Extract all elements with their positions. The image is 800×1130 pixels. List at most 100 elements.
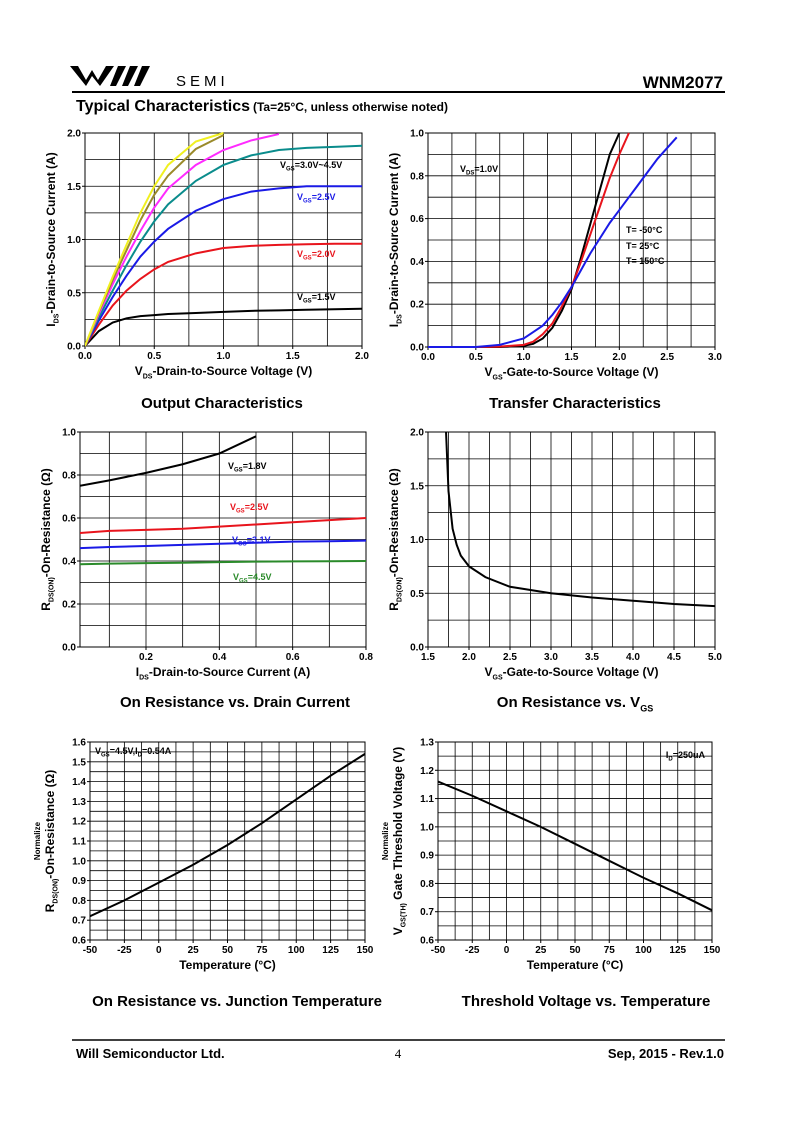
text-segment: -On-Resistance (Ω) (39, 468, 53, 577)
text-segment: =1.0V (474, 164, 498, 174)
x-tick-label: 125 (669, 945, 686, 956)
x-tick-label: 0.6 (286, 652, 300, 663)
x-tick-label: 2.0 (612, 352, 626, 363)
x-tick-label: 0.5 (147, 351, 161, 362)
y-axis-label: RDS(ON)-On-Resistance (Ω) (43, 770, 60, 913)
part-number: WNM2077 (643, 73, 723, 92)
text-segment: =2.0V (312, 249, 336, 259)
series-line (80, 517, 366, 535)
y-tick-label: 1.0 (410, 535, 424, 546)
series-label: VGS=3.0V~4.5V (280, 160, 342, 173)
x-tick-label: 100 (288, 945, 305, 956)
x-tick-label: 4.5 (667, 652, 681, 663)
logo-mark (110, 66, 126, 86)
x-tick-label: 25 (188, 945, 200, 956)
page-number: 4 (395, 1046, 402, 1061)
text-segment: Gate Threshold Voltage (V) (391, 747, 405, 903)
y-tick-label: 0.9 (72, 876, 86, 887)
y-tick-label: 1.2 (420, 766, 434, 777)
text-segment: -On-Resistance (Ω) (387, 468, 401, 577)
x-tick-label: 0 (156, 945, 162, 956)
subscript: DS(ON) (397, 577, 404, 602)
series-label: VGS=1.8V (228, 461, 266, 474)
series-line (438, 780, 712, 912)
chart-title: On Resistance vs. Junction Temperature (92, 993, 382, 1010)
series-line (445, 431, 715, 608)
x-tick-label: 2.0 (355, 351, 369, 362)
text-segment: I (136, 665, 139, 679)
x-axis-label: IDS-Drain-to-Source Current (A) (136, 665, 310, 682)
plot-frame (427, 132, 716, 348)
y-tick-label: 0.6 (420, 936, 434, 947)
y-axis-label: IDS-Drain-to-Source Current (A) (44, 152, 61, 326)
text-segment: -Drain-to-Source Current (A) (387, 153, 401, 314)
text-segment: -On-Resistance (Ω) (43, 770, 57, 879)
subscript: GS (236, 509, 245, 515)
subscript: GS (238, 542, 247, 548)
subscript: GS (303, 299, 312, 305)
text-segment: =1.5V (312, 292, 336, 302)
subscript: GS (303, 256, 312, 262)
y-tick-label: 0.0 (62, 643, 76, 654)
text-segment: I (387, 324, 401, 327)
x-axis-label: Temperature (°C) (527, 958, 624, 972)
y-tick-label: 0.6 (410, 214, 424, 225)
x-axis-label: VGS-Gate-to-Source Voltage (V) (485, 665, 659, 682)
subscript: GS (239, 579, 248, 585)
text-segment: =250uA (673, 750, 706, 760)
y-axis-label: RDS(ON)-On-Resistance (Ω) (39, 468, 56, 611)
series-line (85, 307, 362, 347)
x-tick-label: -50 (83, 945, 98, 956)
x-tick-label: -50 (431, 945, 446, 956)
x-tick-label: 100 (635, 945, 652, 956)
text-segment: -Drain-to-Source Current (A) (149, 665, 310, 679)
text-segment: =2.5V (245, 502, 269, 512)
series-label: T= 150°C (626, 256, 665, 266)
subscript: GS (493, 675, 503, 682)
y-tick-label: 1.1 (72, 837, 86, 848)
text-segment: V (232, 535, 238, 545)
x-tick-label: 3.0 (544, 652, 558, 663)
y-tick-label: 1.0 (67, 235, 81, 246)
text-segment: -Gate-to-Source Voltage (V) (503, 665, 659, 679)
x-tick-label: 1.0 (517, 352, 531, 363)
chart-title: Transfer Characteristics (489, 395, 661, 412)
y-axis-note: Normalize (381, 821, 390, 860)
y-tick-label: 1.0 (420, 822, 434, 833)
text-segment: V (460, 164, 466, 174)
series-label: VGS=2.5V (230, 502, 268, 515)
text-segment: =4.5V (248, 572, 272, 582)
y-tick-label: 0.7 (420, 907, 434, 918)
y-tick-label: 0.8 (62, 471, 76, 482)
text-segment: I (666, 750, 669, 760)
text-segment: =3.0V~4.5V (295, 160, 343, 170)
y-tick-label: 0.4 (62, 557, 76, 568)
text-segment: On Resistance vs. V (497, 694, 640, 711)
text-segment: R (43, 903, 57, 912)
series-label: VGS=2.5V (297, 192, 335, 205)
x-tick-label: 0.5 (469, 352, 483, 363)
text-segment: V (297, 192, 303, 202)
y-tick-label: 0.6 (62, 514, 76, 525)
subscript: D (668, 757, 673, 763)
x-tick-label: 5.0 (708, 652, 722, 663)
text-segment: =2.5V (312, 192, 336, 202)
series-line (428, 136, 678, 348)
text-segment: V (297, 292, 303, 302)
text-segment: V (230, 502, 236, 512)
series-line (80, 435, 257, 487)
subscript: GS (303, 199, 312, 205)
y-tick-label: 0.2 (62, 600, 76, 611)
y-tick-label: 1.1 (420, 794, 434, 805)
x-tick-label: -25 (465, 945, 480, 956)
text-segment: V (233, 572, 239, 582)
logo-mark (70, 66, 114, 86)
text-segment: R (39, 602, 53, 611)
y-tick-label: 2.0 (67, 129, 81, 140)
series-line (85, 132, 224, 347)
plot-frame (79, 431, 367, 648)
x-tick-label: 75 (604, 945, 616, 956)
text-segment: V (228, 461, 234, 471)
